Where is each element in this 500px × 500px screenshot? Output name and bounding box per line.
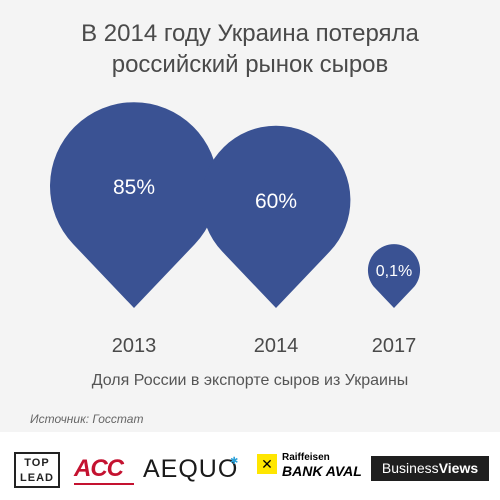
businessviews-logo-part2: Views (438, 460, 479, 476)
acc-logo: ACC (74, 455, 124, 482)
businessviews-logo: BusinessViews (371, 456, 489, 481)
raiffeisen-cross-icon: ✕ (257, 454, 277, 474)
drop-marker-2017 (367, 244, 421, 308)
value-label-2013: 85% (113, 176, 155, 199)
title-line-1: В 2014 году Украина потеряла (81, 20, 419, 47)
toplead-logo-bottom: LEAD (20, 472, 54, 484)
title-line-2: российский рынок сыров (111, 51, 389, 78)
value-label-2014: 60% (255, 190, 297, 213)
year-label-2017: 2017 (372, 335, 417, 357)
year-label-2013: 2013 (112, 335, 157, 357)
toplead-logo-top: TOP (24, 457, 50, 469)
toplead-logo: TOP LEAD (14, 452, 60, 488)
value-label-2017: 0,1% (376, 263, 412, 280)
businessviews-logo-part1: Business (381, 460, 439, 476)
partner-logos: TOP LEAD ACC AEQUO ✱ ✕ Raiffeisen BANK A… (0, 440, 500, 500)
snowflake-icon: ✱ (230, 456, 239, 467)
drop-marker-2013 (50, 102, 219, 308)
chart-title: В 2014 году Украина потеряла российский … (0, 18, 500, 80)
year-label-2014: 2014 (254, 335, 299, 357)
aequo-logo: AEQUO (143, 455, 239, 483)
chart-area: 85% 2013 60% 2014 0,1% 2017 (50, 102, 421, 357)
chart-caption: Доля России в экспорте сыров из Украины (91, 372, 409, 389)
acc-logo-underline (74, 483, 134, 485)
raiffeisen-logo-top: Raiffeisen (282, 452, 330, 463)
drop-marker-2014 (201, 125, 351, 308)
raiffeisen-logo-bottom: BANK AVAL (282, 463, 362, 479)
raiffeisen-logo: ✕ Raiffeisen BANK AVAL (257, 452, 362, 490)
source-note: Источник: Госстат (30, 412, 144, 426)
